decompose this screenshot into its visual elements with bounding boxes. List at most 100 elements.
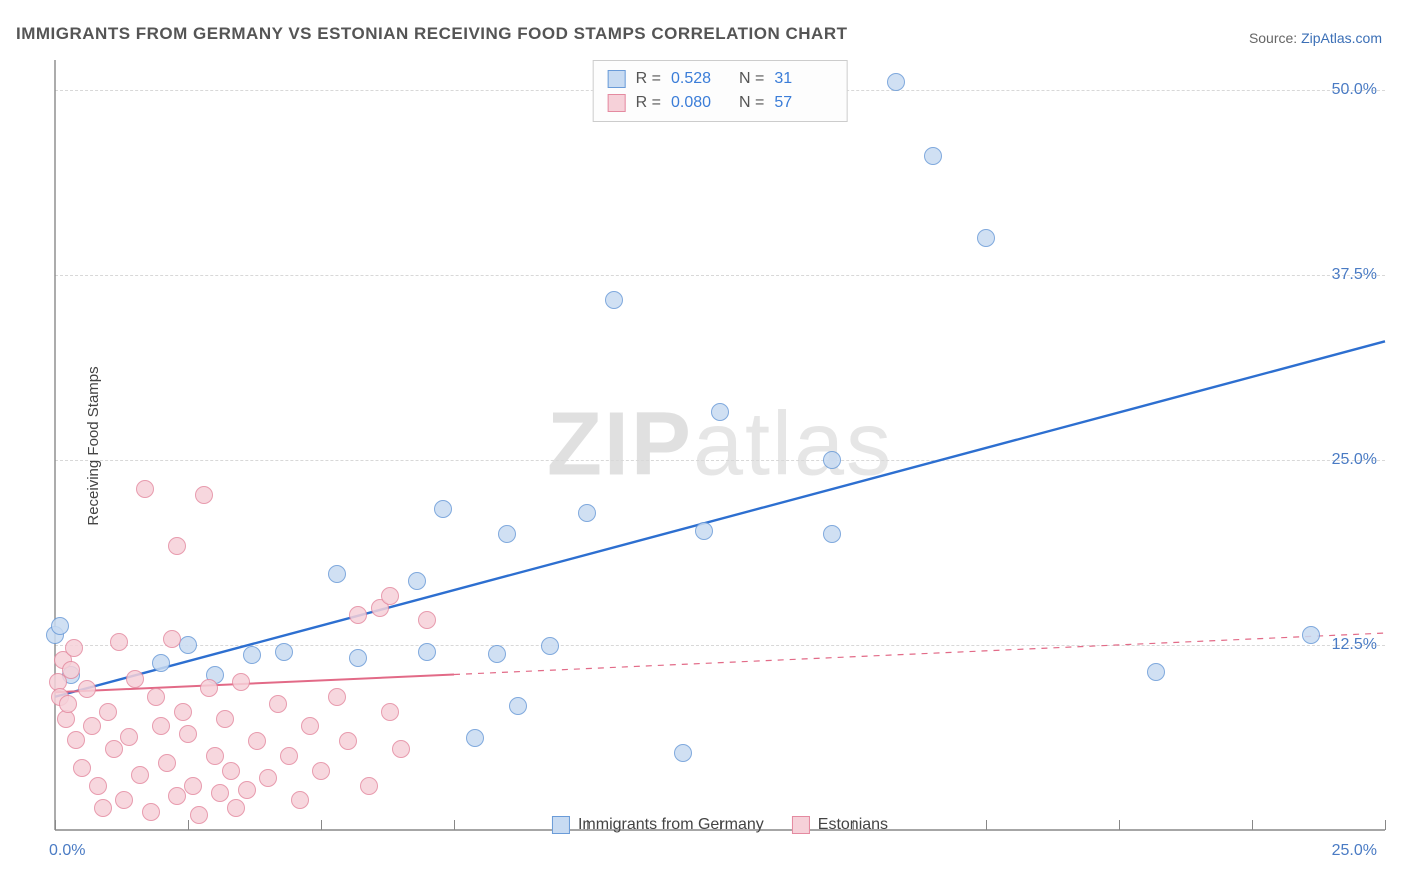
n-value-estonians: 57 (774, 91, 832, 115)
scatter-point (498, 525, 516, 543)
scatter-point (823, 451, 841, 469)
scatter-point (280, 747, 298, 765)
scatter-point (301, 717, 319, 735)
scatter-point (152, 717, 170, 735)
scatter-point (115, 791, 133, 809)
scatter-point (381, 703, 399, 721)
scatter-point (73, 759, 91, 777)
scatter-point (200, 679, 218, 697)
scatter-point (51, 617, 69, 635)
n-label: N = (739, 67, 764, 91)
correlation-legend: R = 0.528 N = 31 R = 0.080 N = 57 (593, 60, 848, 122)
swatch-estonians (608, 94, 626, 112)
source-attribution: Source: ZipAtlas.com (1249, 30, 1382, 46)
scatter-point (142, 803, 160, 821)
legend-row-estonians: R = 0.080 N = 57 (608, 91, 833, 115)
scatter-point (823, 525, 841, 543)
scatter-point (360, 777, 378, 795)
scatter-point (339, 732, 357, 750)
scatter-point (259, 769, 277, 787)
scatter-point (158, 754, 176, 772)
x-axis-max-label: 25.0% (1332, 842, 1377, 860)
scatter-point (136, 480, 154, 498)
scatter-point (78, 680, 96, 698)
scatter-point (541, 637, 559, 655)
scatter-point (418, 643, 436, 661)
trend-lines (55, 60, 1385, 830)
scatter-point (578, 504, 596, 522)
scatter-point (605, 291, 623, 309)
scatter-point (99, 703, 117, 721)
scatter-point (105, 740, 123, 758)
legend-label-estonians: Estonians (818, 816, 888, 834)
source-link[interactable]: ZipAtlas.com (1301, 30, 1382, 46)
scatter-point (418, 611, 436, 629)
legend-row-germany: R = 0.528 N = 31 (608, 67, 833, 91)
source-prefix: Source: (1249, 30, 1301, 46)
scatter-point (184, 777, 202, 795)
scatter-point (65, 639, 83, 657)
r-label: R = (636, 67, 661, 91)
scatter-point (174, 703, 192, 721)
n-label: N = (739, 91, 764, 115)
scatter-point (94, 799, 112, 817)
scatter-point (179, 725, 197, 743)
legend-label-germany: Immigrants from Germany (578, 816, 764, 834)
r-value-estonians: 0.080 (671, 91, 729, 115)
scatter-point (131, 766, 149, 784)
scatter-point (312, 762, 330, 780)
scatter-point (83, 717, 101, 735)
scatter-point (381, 587, 399, 605)
legend-item-estonians: Estonians (792, 816, 888, 834)
scatter-point (67, 731, 85, 749)
scatter-point (434, 500, 452, 518)
scatter-point (488, 645, 506, 663)
scatter-point (695, 522, 713, 540)
scatter-point (147, 688, 165, 706)
scatter-point (168, 787, 186, 805)
scatter-point (227, 799, 245, 817)
scatter-point (190, 806, 208, 824)
scatter-point (195, 486, 213, 504)
scatter-point (222, 762, 240, 780)
scatter-point (243, 646, 261, 664)
x-tick (1385, 820, 1386, 830)
scatter-point (408, 572, 426, 590)
scatter-point (328, 688, 346, 706)
scatter-point (163, 630, 181, 648)
scatter-point (238, 781, 256, 799)
scatter-point (206, 747, 224, 765)
scatter-point (674, 744, 692, 762)
scatter-point (349, 606, 367, 624)
scatter-point (711, 403, 729, 421)
scatter-point (269, 695, 287, 713)
scatter-point (110, 633, 128, 651)
scatter-point (216, 710, 234, 728)
scatter-point (349, 649, 367, 667)
scatter-point (211, 784, 229, 802)
scatter-point (275, 643, 293, 661)
scatter-point (248, 732, 266, 750)
scatter-point (977, 229, 995, 247)
chart-title: IMMIGRANTS FROM GERMANY VS ESTONIAN RECE… (16, 24, 848, 44)
scatter-point (89, 777, 107, 795)
swatch-estonians-icon (792, 816, 810, 834)
scatter-point (59, 695, 77, 713)
scatter-point (1302, 626, 1320, 644)
scatter-point (924, 147, 942, 165)
scatter-point (168, 537, 186, 555)
x-axis-origin-label: 0.0% (49, 842, 85, 860)
chart-plot-area: ZIPatlas 12.5%25.0%37.5%50.0% R = 0.528 … (55, 60, 1385, 830)
series-legend: Immigrants from Germany Estonians (552, 816, 888, 834)
scatter-point (466, 729, 484, 747)
legend-item-germany: Immigrants from Germany (552, 816, 764, 834)
scatter-point (152, 654, 170, 672)
scatter-point (179, 636, 197, 654)
r-label: R = (636, 91, 661, 115)
swatch-germany (608, 70, 626, 88)
scatter-point (392, 740, 410, 758)
scatter-point (126, 670, 144, 688)
scatter-point (291, 791, 309, 809)
scatter-point (62, 661, 80, 679)
scatter-point (328, 565, 346, 583)
